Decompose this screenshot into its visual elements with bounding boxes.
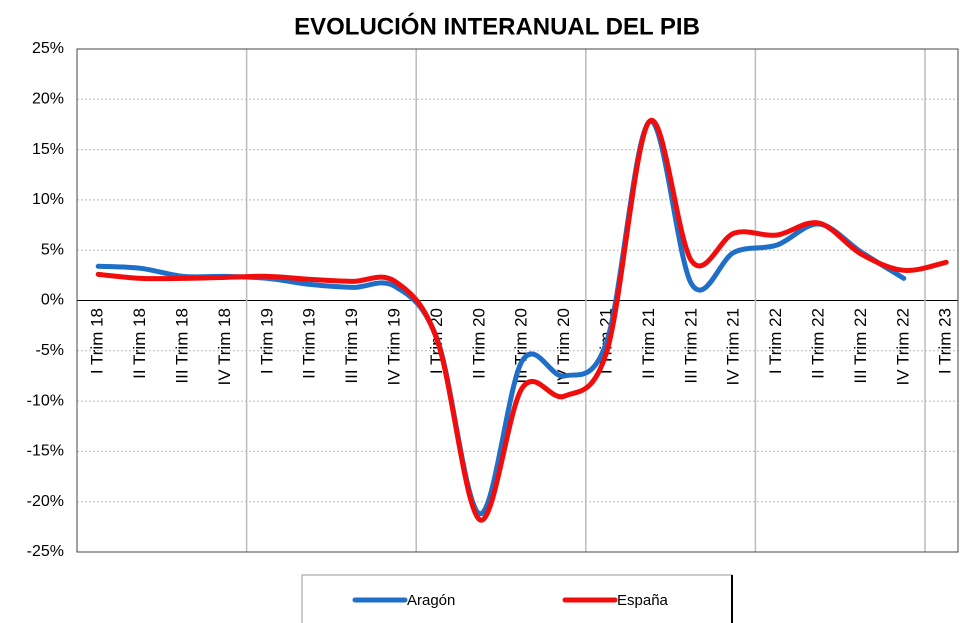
x-tick-label: I Trim 22 bbox=[766, 308, 785, 374]
series-line bbox=[95, 117, 949, 523]
x-tick-label: II Trim 22 bbox=[808, 308, 827, 379]
legend-label: Aragón bbox=[407, 592, 455, 609]
x-tick-label: III Trim 20 bbox=[512, 308, 531, 384]
x-tick-label: I Trim 23 bbox=[936, 308, 955, 374]
y-tick-label: 0% bbox=[41, 292, 64, 309]
x-tick-label: I Trim 19 bbox=[257, 308, 276, 374]
x-tick-label: I Trim 18 bbox=[88, 308, 107, 374]
y-tick-label: -15% bbox=[27, 443, 64, 460]
x-tick-label: IV Trim 22 bbox=[893, 308, 912, 385]
y-tick-label: 25% bbox=[32, 40, 64, 57]
y-tick-label: -25% bbox=[27, 543, 64, 560]
x-tick-label: III Trim 18 bbox=[172, 308, 191, 384]
x-tick-label: IV Trim 21 bbox=[724, 308, 743, 385]
plot-frame bbox=[76, 48, 959, 553]
x-tick-label: II Trim 20 bbox=[469, 308, 488, 379]
x-tick-label: III Trim 19 bbox=[342, 308, 361, 384]
y-tick-label: -20% bbox=[27, 493, 64, 510]
x-tick-label: II Trim 18 bbox=[130, 308, 149, 379]
x-tick-label: III Trim 22 bbox=[851, 308, 870, 384]
y-tick-label: 20% bbox=[32, 91, 64, 108]
y-tick-label: -10% bbox=[27, 392, 64, 409]
x-tick-label: II Trim 21 bbox=[639, 308, 658, 379]
legend-label: España bbox=[617, 592, 669, 609]
x-tick-label: IV Trim 20 bbox=[554, 308, 573, 385]
chart-title: EVOLUCIÓN INTERANUAL DEL PIB bbox=[294, 12, 700, 40]
y-tick-label: 10% bbox=[32, 191, 64, 208]
x-tick-label: III Trim 21 bbox=[681, 308, 700, 384]
y-tick-label: 5% bbox=[41, 241, 64, 258]
x-tick-label: IV Trim 19 bbox=[384, 308, 403, 385]
y-tick-label: -5% bbox=[36, 342, 64, 359]
x-tick-label: II Trim 19 bbox=[300, 308, 319, 379]
x-tick-label: IV Trim 18 bbox=[215, 308, 234, 385]
y-tick-label: 15% bbox=[32, 141, 64, 158]
